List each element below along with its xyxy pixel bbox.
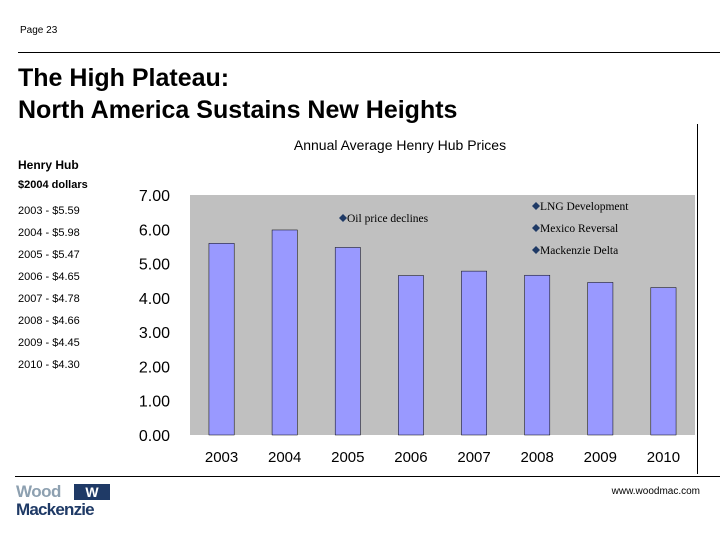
- bar-2005: [334, 247, 361, 436]
- x-tick-label: 2005: [331, 449, 364, 466]
- price-list-heading: Henry Hub: [18, 158, 79, 172]
- annotation-marker: [532, 246, 540, 254]
- header-rule: [18, 52, 720, 53]
- x-tick-label: 2003: [205, 449, 238, 466]
- wood-mackenzie-logo: Wood W Mackenzie: [16, 482, 111, 522]
- footer-rule: [15, 476, 720, 477]
- website-url: www.woodmac.com: [611, 486, 700, 497]
- price-item-2007: 2007 - $4.78: [18, 293, 80, 305]
- annotation-marker: [532, 224, 540, 232]
- x-tick-label: 2009: [584, 449, 617, 466]
- bar-2009: [587, 282, 614, 436]
- bar-2010: [650, 287, 677, 436]
- bar-chart: Annual Average Henry Hub Prices 0.00 1.00…: [139, 137, 695, 466]
- bar-2004: [271, 229, 298, 436]
- y-tick-label: 2.00: [139, 359, 170, 376]
- price-item-2005: 2005 - $5.47: [18, 249, 80, 261]
- logo-mackenzie-text: Mackenzie: [16, 500, 95, 519]
- y-tick-label: 7.00: [139, 188, 170, 205]
- chart-container: Annual Average Henry Hub Prices 0.00 1.00…: [0, 125, 700, 470]
- price-list-unit: $2004 dollars: [18, 179, 88, 191]
- y-tick-label: 5.00: [139, 257, 170, 274]
- y-tick-label: 1.00: [139, 394, 170, 411]
- price-item-2008: 2008 - $4.66: [18, 315, 80, 327]
- bar-2007: [461, 270, 487, 436]
- annotation-label: Oil price declines: [347, 213, 429, 225]
- logo-wood-text: Wood: [16, 482, 61, 501]
- y-tick-label: 3.00: [139, 325, 170, 342]
- price-item-2010: 2010 - $4.30: [18, 359, 80, 371]
- annotation-label: Mexico Reversal: [540, 223, 618, 235]
- y-tick-label: 6.00: [139, 222, 170, 239]
- annotation-marker: [532, 202, 540, 210]
- page-title: The High Plateau: North America Sustains…: [18, 62, 457, 126]
- bar-2003: [208, 243, 235, 436]
- price-item-2003: 2003 - $5.59: [18, 205, 80, 217]
- x-tick-label: 2010: [647, 449, 680, 466]
- x-tick-label: 2004: [268, 449, 301, 466]
- bar-2008: [524, 274, 551, 436]
- y-tick-label: 4.00: [139, 291, 170, 308]
- x-tick-label: 2006: [394, 449, 427, 466]
- annotation-marker: [339, 214, 347, 222]
- plot-area: [190, 195, 695, 435]
- annotation-label: Mackenzie Delta: [540, 245, 618, 257]
- bar-2006: [398, 275, 424, 436]
- title-line-2: North America Sustains New Heights: [18, 96, 458, 124]
- logo-w-mark: W: [74, 484, 110, 500]
- y-tick-label: 0.00: [139, 428, 170, 445]
- price-item-2006: 2006 - $4.65: [18, 271, 80, 283]
- henry-hub-price-list: Henry Hub $2004 dollars 2003 - $5.59 200…: [18, 158, 88, 380]
- x-tick-label: 2008: [521, 449, 554, 466]
- chart-right-rule: [697, 124, 698, 474]
- price-item-2009: 2009 - $4.45: [18, 337, 80, 349]
- x-tick-label: 2007: [457, 449, 490, 466]
- annotation-label: LNG Development: [540, 201, 629, 213]
- page-number: Page 23: [20, 25, 58, 36]
- chart-title: Annual Average Henry Hub Prices: [294, 137, 506, 153]
- title-line-1: The High Plateau:: [18, 64, 230, 92]
- price-item-2004: 2004 - $5.98: [18, 227, 80, 239]
